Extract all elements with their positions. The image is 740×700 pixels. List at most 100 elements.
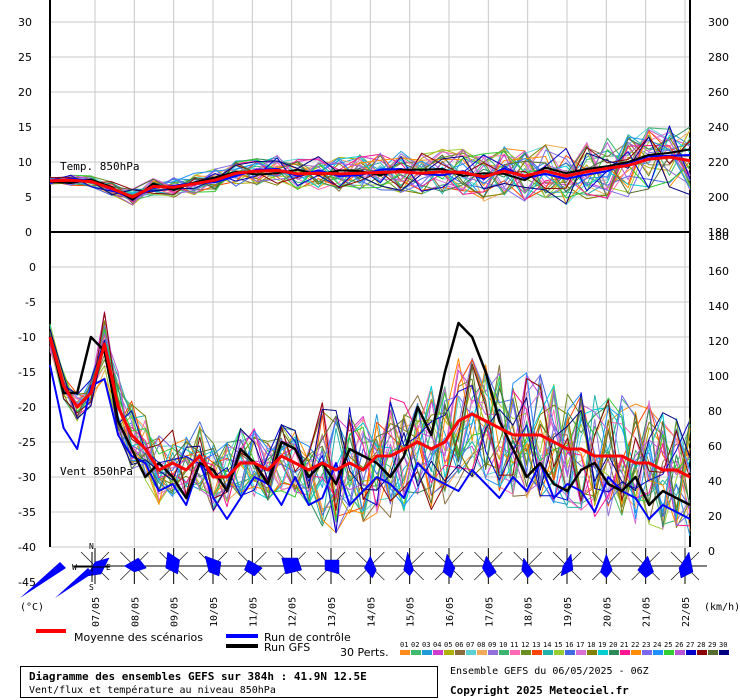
wind-right-tick: 0	[708, 545, 715, 558]
compass-n: N	[89, 542, 94, 551]
wind-perturbation-line	[49, 331, 691, 514]
temp-perturbation-line	[49, 131, 691, 204]
wind-perturbation-line	[49, 336, 691, 528]
pert-number: 19	[598, 641, 606, 649]
x-axis-dates: 07/05 08/05 09/05 10/05 11/05 12/05 13/05 14/05…	[91, 597, 692, 627]
pert-number: 02	[411, 641, 419, 649]
pert-color-swatch	[543, 650, 553, 655]
right-unit-label: (km/h)	[704, 602, 740, 613]
pert-color-swatch	[422, 650, 432, 655]
wind-right-tick: 40	[708, 475, 722, 488]
wind-right-tick: 60	[708, 440, 722, 453]
wind-rose-icon	[348, 548, 393, 584]
pert-number: 28	[697, 641, 705, 649]
compass-s: S	[89, 583, 94, 592]
legend-gfs-label: Run GFS	[264, 641, 310, 654]
wind-rose-icon	[584, 548, 629, 584]
pert-color-swatch	[664, 650, 674, 655]
legend-mean-label: Moyenne des scénarios	[74, 631, 203, 644]
tick-labels: 3025201510503002802602402202001800-5-10-…	[18, 16, 729, 589]
pert-color-swatch	[653, 650, 663, 655]
pert-number: 13	[532, 641, 540, 649]
date-label: 12/05	[288, 597, 299, 627]
pert-color-swatch	[675, 650, 685, 655]
pert-number: 12	[521, 641, 529, 649]
wind-rose-icon	[663, 548, 707, 584]
wind-right-tick: 80	[708, 405, 722, 418]
wind-left-tick: -30	[18, 471, 36, 484]
temp-right-tick: 220	[708, 156, 729, 169]
wind-left-tick: -5	[25, 296, 36, 309]
date-label: 19/05	[563, 597, 574, 627]
pert-number: 29	[708, 641, 716, 649]
pert-color-swatch	[708, 650, 718, 655]
chart-title: Diagramme des ensembles GEFS sur 384h : …	[29, 670, 367, 683]
wind-perturbation-line	[49, 312, 691, 512]
wind-right-tick: 140	[708, 300, 729, 313]
pert-color-swatch	[686, 650, 696, 655]
wind-perturbation-line	[49, 336, 691, 534]
wind-rose-icon	[191, 548, 235, 584]
date-label: 18/05	[524, 597, 535, 627]
pert-number: 11	[510, 641, 518, 649]
wind-rose-icon	[427, 548, 471, 584]
temp-left-tick: 15	[18, 121, 32, 134]
date-label: 22/05	[681, 597, 692, 627]
wind-rose-icon	[269, 548, 314, 584]
chart-subtitle: Vent/flux et température au niveau 850hP…	[29, 685, 276, 696]
wind-left-tick: -35	[18, 506, 36, 519]
wind-left-tick: 0	[29, 261, 36, 274]
prevailing-wind-arrow-icon	[55, 568, 93, 598]
temp-perturbation-line	[49, 136, 691, 205]
pert-number: 10	[499, 641, 507, 649]
pert-number: 25	[664, 641, 672, 649]
date-label: 17/05	[484, 597, 495, 627]
prevailing-wind-arrow-icon	[20, 562, 66, 598]
perturbation-color-key: 01 02 03 04 05 06 07 08 09 10 11 12 13 14 15 16 17 18 19 20…	[400, 641, 729, 655]
pert-number: 22	[631, 641, 639, 649]
temp-right-tick: 240	[708, 121, 729, 134]
date-label: 16/05	[445, 597, 456, 627]
temp-right-tick: 180	[708, 226, 729, 239]
legend: Moyenne des scénarios Run de contrôle Ru…	[36, 629, 729, 659]
pert-color-swatch	[609, 650, 619, 655]
pert-color-swatch	[510, 650, 520, 655]
temp-left-tick: 30	[18, 16, 32, 29]
wind-control-line	[49, 364, 691, 520]
title-box: Diagramme des ensembles GEFS sur 384h : …	[20, 666, 438, 698]
wind-roses-row	[73, 548, 707, 584]
pert-color-swatch	[411, 650, 421, 655]
compass-w: W	[72, 563, 77, 572]
pert-color-swatch	[565, 650, 575, 655]
date-label: 14/05	[366, 597, 377, 627]
temp-perturbation-line	[49, 125, 691, 198]
wind-left-tick: -45	[18, 576, 36, 589]
compass-e: E	[106, 563, 111, 572]
temp-mean-line	[49, 155, 691, 199]
pert-color-swatch	[576, 650, 586, 655]
wind-left-tick: -25	[18, 436, 36, 449]
pert-number: 20	[609, 641, 617, 649]
wind-rose-icon	[230, 548, 275, 584]
legend-control-label: Run de contrôle	[264, 631, 351, 644]
pert-color-swatch	[477, 650, 487, 655]
pert-number: 17	[576, 641, 584, 649]
temp-right-tick: 300	[708, 16, 729, 29]
wind-panel-label: Vent 850hPa	[60, 465, 133, 478]
wind-left-tick: -20	[18, 401, 36, 414]
pert-color-swatch	[554, 650, 564, 655]
temp-right-tick: 280	[708, 51, 729, 64]
wind-rose-icon	[151, 548, 196, 584]
pert-number: 14	[543, 641, 551, 649]
pert-number: 15	[554, 641, 562, 649]
temp-left-tick: 25	[18, 51, 32, 64]
date-label: 07/05	[91, 597, 102, 627]
wind-right-tick: 160	[708, 265, 729, 278]
temp-left-tick: 0	[25, 226, 32, 239]
temp-left-tick: 10	[18, 156, 32, 169]
pert-number: 27	[686, 641, 694, 649]
pert-color-swatch	[400, 650, 410, 655]
wind-right-tick: 180	[708, 230, 729, 243]
wind-rose-icon	[545, 548, 589, 584]
